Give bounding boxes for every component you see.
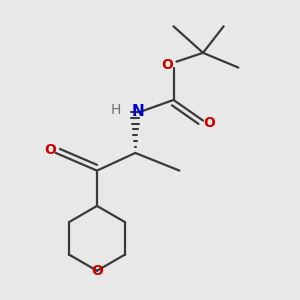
Text: O: O	[203, 116, 215, 130]
Text: O: O	[162, 58, 174, 72]
Text: O: O	[91, 264, 103, 278]
Text: N: N	[132, 104, 145, 119]
Text: O: O	[44, 143, 56, 157]
Text: H: H	[111, 103, 121, 117]
